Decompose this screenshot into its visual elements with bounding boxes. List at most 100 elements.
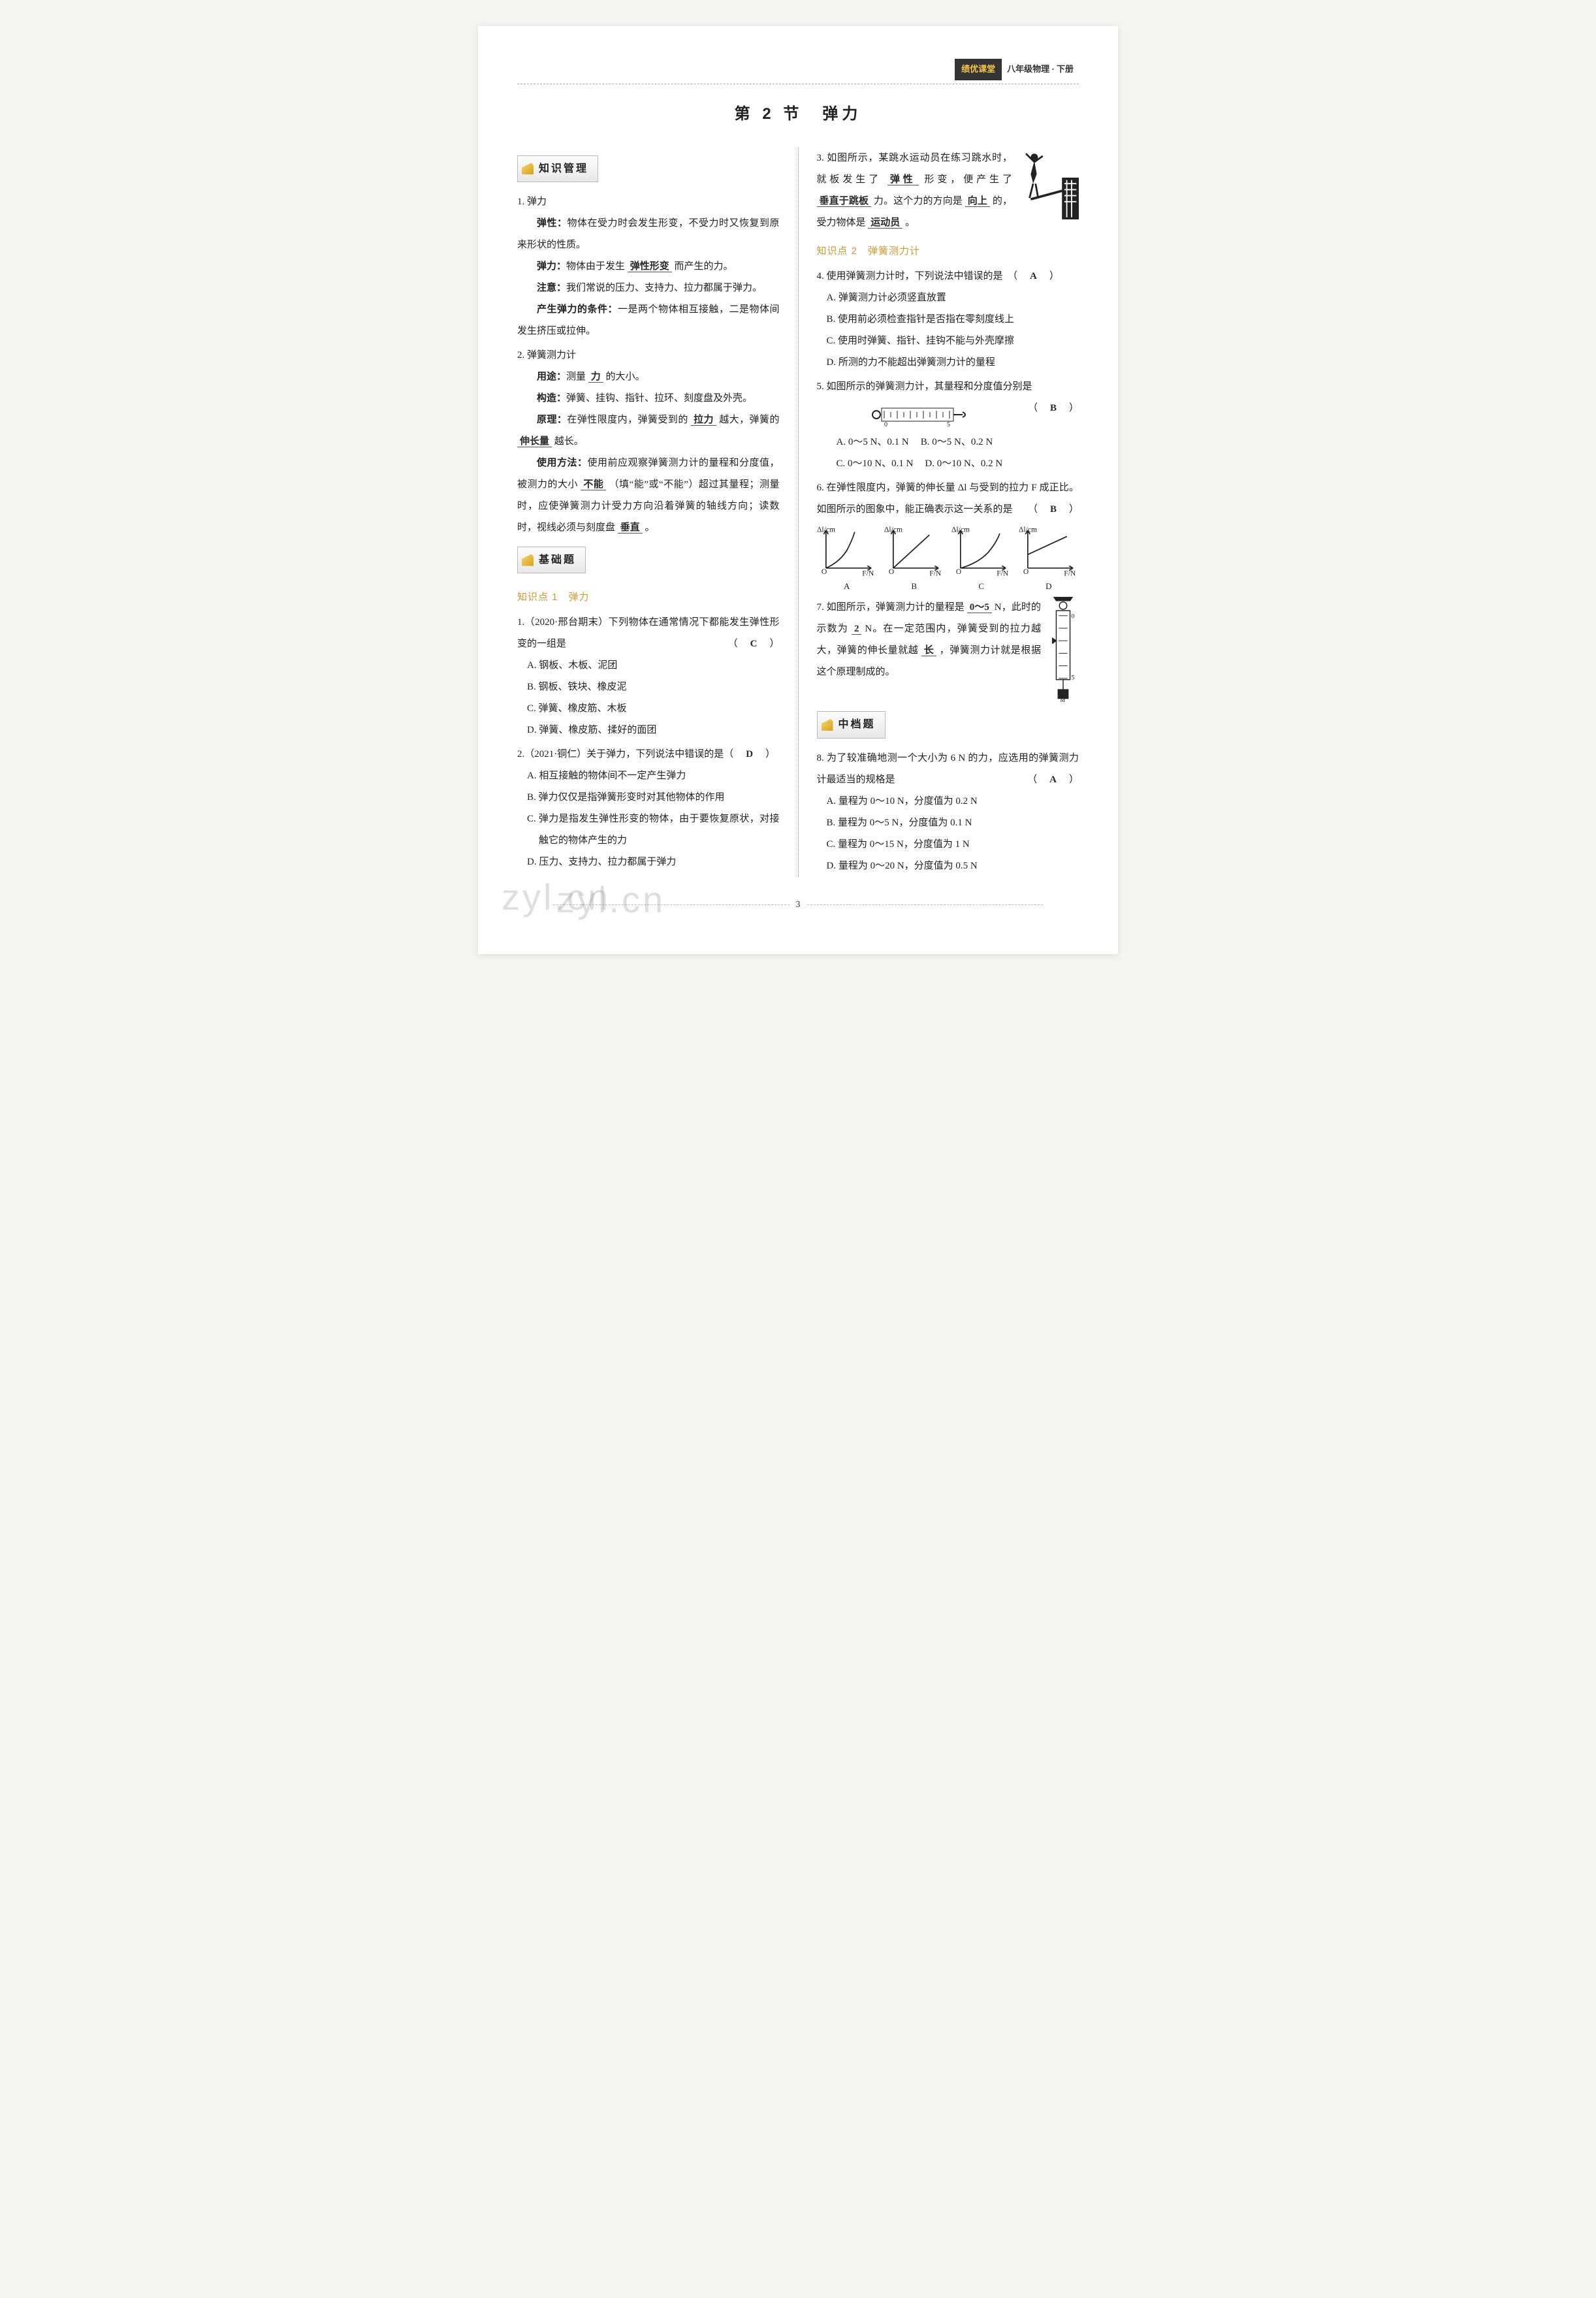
spring-scale-horizontal-icon: 0 5 [870, 402, 974, 428]
label: 使用方法： [537, 458, 588, 468]
q2-a: A. 相互接触的物体间不一定产生弹力 [517, 765, 780, 787]
label: 注意： [537, 283, 566, 293]
q3: 3. 如图所示，某跳水运动员在练习跳水时，就板发生了 弹性 形变，便产生了 垂直… [817, 148, 1079, 234]
pencil-icon [822, 719, 833, 731]
answer-paren: （ B ） [1028, 499, 1079, 520]
section-label: 基础题 [539, 549, 576, 571]
q5-c: C. 0～10 N、0.1 N [837, 453, 914, 475]
answer: D [743, 749, 756, 759]
km-2c: 原理：在弹性限度内，弹簧受到的 拉力 越大，弹簧的 伸长量 越长。 [517, 409, 780, 453]
svg-text:Δl/cm: Δl/cm [884, 526, 902, 534]
svg-text:Δl/cm: Δl/cm [1019, 526, 1037, 534]
lesson-title: 第 2 节 弹力 [517, 97, 1079, 132]
spring-scale-vertical-icon: 0 5 M [1047, 597, 1079, 703]
q4-d: D. 所测的力不能超出弹簧测力计的量程 [817, 352, 1079, 374]
header-tab: 绩优课堂 八年级物理 · 下册 [955, 59, 1079, 80]
q3-text: 3. 如图所示，某跳水运动员在练习跳水时，就板发生了 弹性 形变，便产生了 垂直… [817, 148, 1013, 234]
q8-c: C. 量程为 0～15 N，分度值为 1 N [817, 834, 1079, 855]
header-band: 绩优课堂 八年级物理 · 下册 [517, 59, 1079, 76]
pre: 测量 [566, 372, 588, 382]
q4-a: A. 弹簧测力计必须竖直放置 [817, 287, 1079, 309]
blank-ans: 向上 [965, 196, 990, 207]
diver-figure [1019, 148, 1079, 219]
pre: 7. 如图所示，弹簧测力计的量程是 [817, 602, 967, 613]
graph-label: A [817, 577, 877, 596]
book-label: 八年级物理 · 下册 [1002, 59, 1079, 80]
post: 而产生的力。 [672, 261, 733, 272]
graph-label: C [951, 577, 1012, 596]
blank-ans: 伸长量 [517, 436, 552, 447]
q5-stem: 5. 如图所示的弹簧测力计，其量程和分度值分别是 （ B ） [817, 376, 1079, 398]
q2-c: C. 弹力是指发生弹性形变的物体，由于要恢复原状，对接触它的物体产生的力 [517, 808, 780, 852]
label: 构造： [537, 393, 566, 404]
q4-c: C. 使用时弹簧、指针、挂钩不能与外壳摩擦 [817, 330, 1079, 352]
label: 用途： [537, 372, 566, 382]
text: 弹簧、挂钩、指针、拉环、刻度盘及外壳。 [566, 393, 752, 404]
pencil-icon [522, 163, 534, 174]
right-column: 3. 如图所示，某跳水运动员在练习跳水时，就板发生了 弹性 形变，便产生了 垂直… [817, 148, 1079, 877]
close: ） [1049, 271, 1059, 281]
blank-ans: 2 [852, 624, 862, 635]
graph-label: B [884, 577, 944, 596]
label: 产生弹力的条件： [537, 304, 618, 315]
graph-a: Δl/cm O F/N A [817, 524, 877, 596]
post: 。 [902, 217, 915, 228]
q1-stem: 1.（2020·邢台期末）下列物体在通常情况下都能发生弹性形变的一组是 （ C … [517, 612, 780, 655]
svg-text:O: O [1023, 568, 1029, 576]
q7-text: 7. 如图所示，弹簧测力计的量程是 0～5 N，此时的示数为 2 N。在一定范围… [817, 597, 1042, 683]
km-1-head: 1. 弹力 [517, 191, 780, 213]
q7-figure: 0 5 M [1047, 597, 1079, 703]
blank-ans: 力 [588, 372, 603, 383]
blank-ans: 弹性 [887, 174, 919, 185]
km-1a: 弹性：物体在受力时会发生形变，不受力时又恢复到原来形状的性质。 [517, 213, 780, 256]
svg-text:O: O [956, 568, 961, 576]
mid: 越大，弹簧的 [716, 415, 780, 425]
kp2-label: 知识点 2 弹簧测力计 [817, 240, 1079, 262]
stem: 4. 使用弹簧测力计时，下列说法中错误的是 （ [817, 271, 1018, 281]
answer: B [1047, 403, 1059, 413]
svg-text:5: 5 [947, 421, 950, 428]
svg-text:O: O [821, 568, 826, 576]
section-medium: 中档题 [817, 711, 886, 738]
close: ） [765, 749, 775, 759]
pre: 物体由于发生 [566, 261, 628, 272]
post: 。 [643, 522, 655, 533]
mid: 形变，便产生了 [919, 174, 1012, 185]
svg-text:Δl/cm: Δl/cm [817, 526, 835, 534]
q5-d: D. 0～10 N、0.2 N [925, 453, 1002, 475]
q8-a: A. 量程为 0～10 N，分度值为 0.2 N [817, 791, 1079, 812]
answer-paren: （ A ） [1027, 769, 1079, 791]
left-column: 知识管理 1. 弹力 弹性：物体在受力时会发生形变，不受力时又恢复到原来形状的性… [517, 148, 780, 877]
section-knowledge: 知识管理 [517, 155, 598, 182]
km-1d: 产生弹力的条件：一是两个物体相互接触，二是物体间发生挤压或拉伸。 [517, 299, 780, 342]
svg-text:5: 5 [1071, 675, 1074, 682]
q6-graphs: Δl/cm O F/N A Δl/cm O F/N B [817, 524, 1079, 596]
label: 原理： [537, 415, 567, 425]
q2-stem: 2.（2021·铜仁）关于弹力，下列说法中错误的是（ D ） [517, 744, 780, 765]
page-number: 3 [517, 895, 1079, 916]
label: 弹性： [537, 218, 567, 229]
post: 的大小。 [603, 372, 645, 382]
blank-ans: 0～5 [967, 602, 992, 613]
svg-text:O: O [888, 568, 893, 576]
svg-text:Δl/cm: Δl/cm [951, 526, 970, 534]
km-2-head: 2. 弹簧测力计 [517, 345, 780, 366]
label: 弹力： [537, 261, 566, 272]
pencil-icon [522, 554, 534, 566]
blank-ans: 运动员 [868, 217, 902, 229]
blank-ans: 不能 [581, 479, 606, 490]
q4-stem: 4. 使用弹簧测力计时，下列说法中错误的是 （ A ） [817, 266, 1079, 287]
answer-paren: （ C ） [728, 633, 780, 655]
svg-text:M: M [1059, 697, 1066, 703]
km-1b: 弹力：物体由于发生 弹性形变 而产生的力。 [517, 256, 780, 278]
answer: B [1047, 504, 1059, 515]
page: 绩优课堂 八年级物理 · 下册 第 2 节 弹力 知识管理 1. 弹力 弹性：物… [478, 26, 1118, 954]
answer: A [1047, 774, 1059, 785]
blank-ans: 长 [921, 645, 937, 656]
stem: 5. 如图所示的弹簧测力计，其量程和分度值分别是 [817, 381, 1032, 392]
svg-text:F/N: F/N [1064, 569, 1076, 577]
q2-d: D. 压力、支持力、拉力都属于弹力 [517, 852, 780, 873]
graph-c: Δl/cm O F/N C [951, 524, 1012, 596]
two-columns: 知识管理 1. 弹力 弹性：物体在受力时会发生形变，不受力时又恢复到原来形状的性… [517, 148, 1079, 877]
blank-ans: 拉力 [691, 415, 716, 426]
